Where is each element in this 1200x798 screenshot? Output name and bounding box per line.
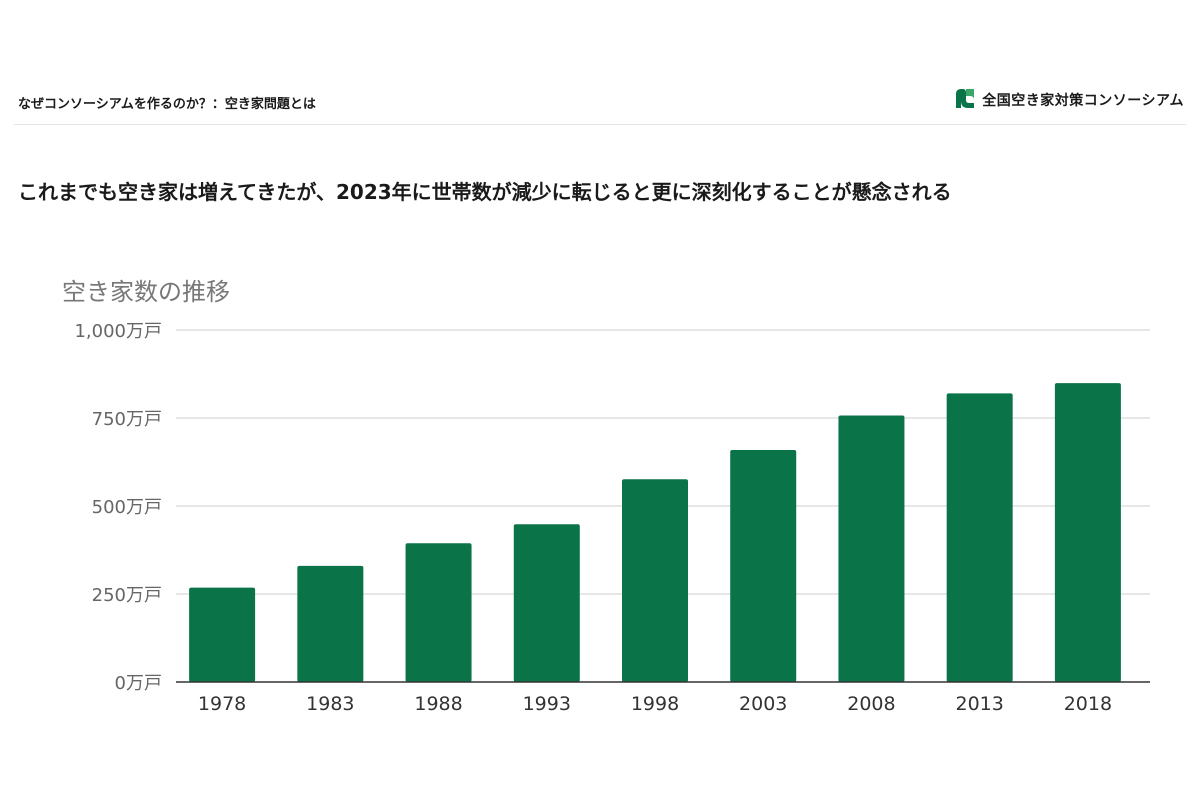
y-tick-label: 250万戸 — [92, 585, 162, 606]
x-tick-label: 1998 — [631, 693, 679, 715]
chart-title: 空き家数の推移 — [62, 278, 230, 306]
bar — [513, 524, 580, 682]
bar — [730, 450, 797, 682]
y-tick-label: 500万戸 — [92, 497, 162, 518]
bar — [946, 393, 1013, 682]
y-tick-label: 0万戸 — [115, 673, 162, 694]
x-tick-label: 2018 — [1064, 693, 1112, 715]
bar — [1054, 383, 1121, 682]
bar — [189, 587, 256, 682]
x-tick-label: 2008 — [847, 693, 895, 715]
y-tick-label: 750万戸 — [92, 409, 162, 430]
x-tick-label: 1988 — [414, 693, 462, 715]
brand: 全国空き家対策コンソーシアム — [954, 86, 1184, 114]
header-divider — [14, 124, 1186, 125]
x-tick-label: 2013 — [955, 693, 1003, 715]
bar — [622, 479, 688, 682]
bar — [405, 543, 472, 682]
headline: これまでも空き家は増えてきたが、2023年に世帯数が減少に転じると更に深刻化する… — [18, 180, 952, 204]
section-title: なぜコンソーシアムを作るのか？：空き家問題とは — [18, 97, 316, 112]
brand-name: 全国空き家対策コンソーシアム — [982, 93, 1184, 109]
bar — [297, 565, 364, 682]
x-tick-label: 2003 — [739, 693, 787, 715]
consortium-logo-icon — [954, 86, 976, 114]
bar — [838, 415, 905, 682]
x-tick-label: 1983 — [306, 693, 354, 715]
y-tick-label: 1,000万戸 — [74, 321, 162, 342]
x-tick-label: 1993 — [523, 693, 571, 715]
x-tick-label: 1978 — [198, 693, 246, 715]
